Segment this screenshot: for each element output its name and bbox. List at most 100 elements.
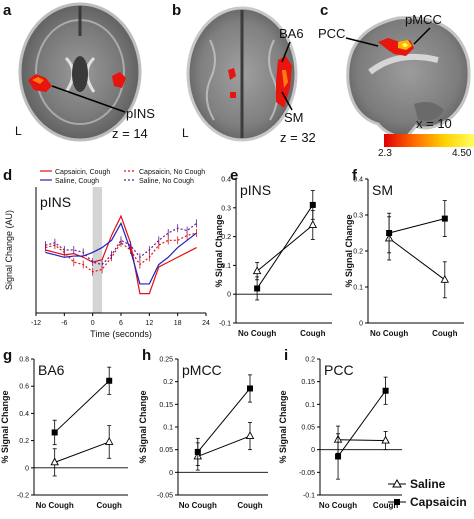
x-tick-label: Cough [373,501,398,510]
data-point [106,377,113,384]
y-tick-label: 0.1 [305,402,315,409]
y-tick-label: 0 [311,447,315,454]
panel-letter: h [142,347,152,364]
series-line [45,222,197,266]
data-point [245,431,255,440]
region-arrow [51,85,126,113]
panel-g: g -0.2 0 0.2 0.4 0.6 0.8 No Cough Cough % Signal… [0,345,158,519]
panel-c: c PCC pMCC x = 10 2.3 4.50 [318,0,474,160]
region-label-pmcc: pMCC [405,12,442,27]
y-tick-label: 0.05 [159,447,173,454]
y-axis-label: % Signal Change [344,214,354,287]
region-arrows [345,27,431,47]
panel-a: a L z = 14 pINS [0,0,160,150]
y-tick-label: 0 [359,321,363,328]
panel-e: e -0.1 0 0.1 0.2 0.3 0.4 No Cough Cough % Signal… [214,165,344,345]
chart-d: -12 -6 0 6 12 18 24 Time (seconds) Signal Change… [4,169,210,339]
series-line [337,390,387,457]
y-tick-label: 0.2 [163,379,173,386]
panel-d: d -12 -6 0 6 12 18 24 Time (seconds) Signal Chan… [0,165,214,345]
x-tick-label: 0 [91,320,95,327]
y-tick-label: 0.05 [301,425,315,432]
series-line [338,439,386,442]
region-label-ba6: BA6 [279,26,304,41]
legend-saline-marker [392,478,402,488]
panel-letter: a [3,2,12,19]
data-point [441,215,448,222]
x-tick-label: 24 [202,320,210,327]
y-tick-label: 0.2 [19,438,29,445]
x-tick-label: No Cough [36,501,74,510]
x-tick-label: 6 [119,320,123,327]
brain-image-b [186,6,298,142]
series-line [54,380,110,433]
data-point [381,435,390,444]
series-line [256,224,314,272]
chart-title: pINS [240,182,271,198]
side-label: L [15,124,22,138]
x-tick-label: Cough [97,501,122,510]
data-point [247,385,253,392]
y-tick-label: 0.1 [221,263,231,270]
data-point [194,448,201,455]
slice-label: z = 14 [112,126,148,141]
legend-capsaicin-marker [394,499,400,505]
y-tick-label: 0 [227,292,231,299]
chart-title: pINS [40,194,71,210]
y-tick-label: 0.2 [305,357,315,364]
side-label: L [182,126,189,140]
legend-label: Capsaicin, Cough [55,169,110,176]
legend-label: Saline, No Cough [139,178,194,185]
y-axis-label: % Signal Change [138,390,148,463]
y-tick-label: -0.1 [219,321,231,328]
panel-f: f 0 0.1 0.2 0.3 0.4 No Cough Cough % Signal Cha… [344,165,474,345]
x-axis-label: Time (seconds) [90,329,152,339]
y-tick-label: 0.4 [353,177,363,184]
x-tick-label: No Cough [370,329,408,338]
y-tick-label: 0.2 [353,249,363,256]
legend-label: Saline, Cough [55,178,99,185]
panel-letter: i [284,347,289,364]
x-tick-label: No Cough [179,501,217,510]
x-tick-label: Cough [432,329,457,338]
bottom-legend: Saline Capsaicin [386,474,474,514]
y-tick-label: 0.4 [19,411,29,418]
y-tick-label: 0.1 [163,425,173,432]
data-point [104,437,114,445]
legend-label: Capsaicin, No Cough [139,169,205,176]
panel-letter: d [3,167,13,184]
panel-b: b BA6 SM L z = 32 [170,0,320,150]
data-point [309,201,316,208]
panel-i: i -0.1 -0.05 0 0.05 0.1 0.15 0.2 No Cough Cough%… [278,345,474,519]
y-axis-label: % Signal Change [0,390,10,463]
slice-label: x = 10 [416,116,452,131]
series-line [45,214,197,295]
y-tick-label: 0.3 [353,213,363,220]
x-tick-label: 12 [145,320,153,327]
region-label-sm: SM [284,110,304,125]
colorbar [384,134,474,147]
legend-markers [388,478,406,505]
slice-label: z = 32 [280,130,316,145]
x-tick-label: -12 [31,320,41,327]
series-line [197,435,251,457]
y-tick-label: -0.1 [303,493,315,500]
region-arrows [281,41,293,111]
data-point [308,220,318,229]
panel-h: h -0.05 0 0.05 0.1 0.15 0.2 0.25 No Cough Cough%… [138,345,288,519]
series-line [388,218,445,234]
panel-letter: f [352,167,357,184]
x-tick-label: 18 [174,320,182,327]
y-tick-label: -0.05 [299,470,315,477]
chart-title: pMCC [182,362,222,378]
data-point [50,457,59,466]
y-tick-label: -0.2 [17,493,29,500]
chart-e: -0.1 0 0.1 0.2 0.3 0.4 No Cough Cough % Signal C… [214,177,332,338]
y-tick-label: 0 [25,465,29,472]
data-point [440,274,450,283]
y-tick-label: 0.6 [19,384,29,391]
data-point [254,285,261,292]
panel-letter: c [320,2,329,19]
data-point [386,230,393,236]
series-line [54,441,110,463]
